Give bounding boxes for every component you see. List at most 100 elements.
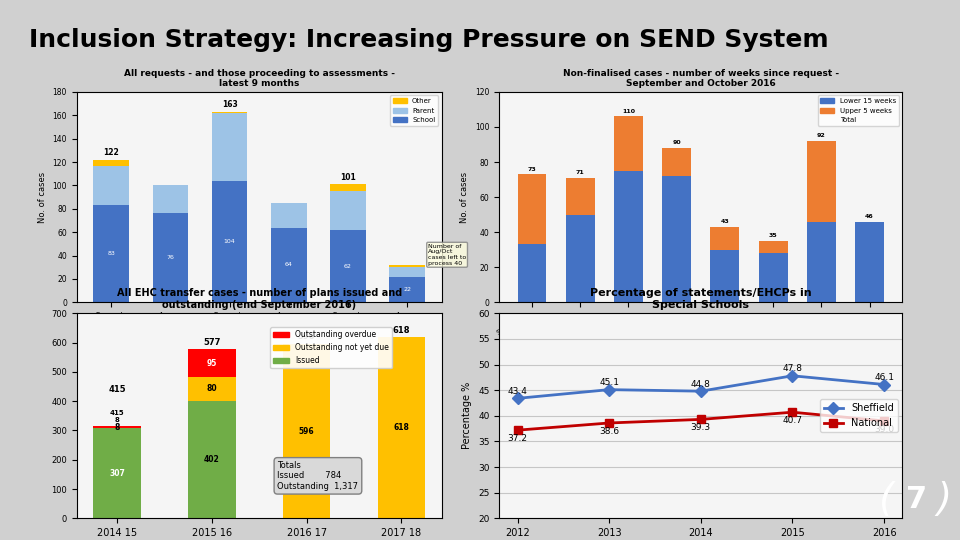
Text: 596: 596 xyxy=(299,427,314,436)
Bar xyxy=(330,191,366,230)
Text: 402: 402 xyxy=(204,455,220,464)
Bar xyxy=(377,338,425,518)
Sheffield xyxy=(512,395,523,402)
Line: National: National xyxy=(514,408,888,434)
Text: 415: 415 xyxy=(108,386,126,394)
Bar xyxy=(93,428,141,518)
Title: All EHC transfer cases - number of plans issued and
outstanding (end September 2: All EHC transfer cases - number of plans… xyxy=(116,288,402,309)
Text: 44.8: 44.8 xyxy=(691,380,710,389)
Text: 39.0: 39.0 xyxy=(874,425,894,434)
Text: Number of
Aug/Oct
cases left to
process 40: Number of Aug/Oct cases left to process … xyxy=(428,244,467,266)
Bar xyxy=(188,377,235,401)
Text: 0-20: 0-20 xyxy=(548,327,564,333)
Text: 90: 90 xyxy=(672,140,681,145)
Bar xyxy=(662,176,691,302)
Text: 163: 163 xyxy=(222,100,237,109)
Bar xyxy=(662,148,691,176)
Bar xyxy=(565,214,594,302)
Bar xyxy=(390,267,425,276)
Text: Totals
Issued        784
Outstanding  1,317: Totals Issued 784 Outstanding 1,317 xyxy=(277,461,358,491)
Bar xyxy=(93,205,129,302)
Bar xyxy=(330,230,366,302)
Sheffield xyxy=(878,381,890,388)
Y-axis label: No. of cases: No. of cases xyxy=(38,172,47,222)
Text: 110: 110 xyxy=(622,109,635,114)
Text: May Jul: May Jul xyxy=(246,328,273,337)
Text: 8: 8 xyxy=(114,423,120,432)
Line: Sheffield: Sheffield xyxy=(514,372,888,402)
Bar xyxy=(188,349,235,377)
Text: 22: 22 xyxy=(403,287,411,292)
Bar xyxy=(93,426,141,428)
National xyxy=(604,420,615,426)
Bar xyxy=(93,160,129,165)
Text: 618: 618 xyxy=(394,423,409,433)
Text: 62: 62 xyxy=(344,264,352,268)
Legend: Other, Parent, School: Other, Parent, School xyxy=(390,95,438,126)
Sheffield xyxy=(604,387,615,393)
Bar xyxy=(212,181,248,302)
Bar xyxy=(390,265,425,267)
Text: 60+: 60+ xyxy=(838,327,852,333)
Title: Non-finalised cases - number of weeks since request -
September and October 2016: Non-finalised cases - number of weeks si… xyxy=(563,69,839,88)
Bar xyxy=(807,221,836,302)
Text: 80: 80 xyxy=(206,384,217,393)
Text: 46.1: 46.1 xyxy=(874,373,894,382)
National xyxy=(512,427,523,434)
Text: 40-60: 40-60 xyxy=(739,327,759,333)
Text: 43.4: 43.4 xyxy=(508,387,527,396)
Title: Percentage of statements/EHCPs in
Special Schools: Percentage of statements/EHCPs in Specia… xyxy=(590,288,811,309)
Text: 37.2: 37.2 xyxy=(508,434,528,443)
Text: Inclusion Strategy: Increasing Pressure on SEND System: Inclusion Strategy: Increasing Pressure … xyxy=(29,29,828,52)
Bar xyxy=(565,178,594,214)
Bar xyxy=(807,141,836,221)
Bar xyxy=(758,241,787,253)
Sheffield xyxy=(786,373,798,379)
Sheffield xyxy=(695,388,707,394)
Text: 101: 101 xyxy=(340,173,356,182)
Text: 577: 577 xyxy=(204,338,221,347)
Text: Feb Apr: Feb Apr xyxy=(126,328,156,337)
Text: 40.7: 40.7 xyxy=(782,416,803,426)
Text: 618: 618 xyxy=(393,326,410,335)
Bar xyxy=(271,203,306,227)
Text: 76: 76 xyxy=(166,255,175,260)
Text: 73: 73 xyxy=(528,167,537,172)
Legend: Outstanding overdue, Outstanding not yet due, Issued: Outstanding overdue, Outstanding not yet… xyxy=(271,327,392,368)
Y-axis label: Percentage %: Percentage % xyxy=(463,382,472,449)
Bar xyxy=(283,343,330,518)
National xyxy=(878,418,890,424)
National xyxy=(786,409,798,415)
Bar xyxy=(188,401,235,518)
Text: 38.6: 38.6 xyxy=(599,427,619,436)
Text: 71: 71 xyxy=(576,170,585,175)
Text: 596: 596 xyxy=(298,332,315,341)
Text: ): ) xyxy=(937,481,952,518)
Text: 307: 307 xyxy=(109,469,125,478)
Text: 35: 35 xyxy=(769,233,778,238)
X-axis label: No. of weeks since request: No. of weeks since request xyxy=(644,342,757,351)
Text: 47.8: 47.8 xyxy=(782,364,803,373)
Text: 83: 83 xyxy=(108,251,115,256)
Text: 43: 43 xyxy=(721,219,730,224)
Bar xyxy=(710,249,739,302)
Text: 39.3: 39.3 xyxy=(691,423,710,433)
National xyxy=(695,416,707,423)
Bar xyxy=(271,227,306,302)
Bar xyxy=(212,112,248,113)
Bar xyxy=(517,174,546,245)
Bar xyxy=(517,245,546,302)
Text: 20-40: 20-40 xyxy=(642,327,662,333)
Legend: Sheffield, National: Sheffield, National xyxy=(820,400,898,432)
Title: All requests - and those proceeding to assessments -
latest 9 months: All requests - and those proceeding to a… xyxy=(124,69,395,88)
Bar xyxy=(390,276,425,302)
Text: 45.1: 45.1 xyxy=(599,378,619,387)
Bar xyxy=(614,171,643,302)
Text: 64: 64 xyxy=(285,262,293,267)
Bar xyxy=(153,213,188,302)
Bar xyxy=(330,184,366,191)
Bar xyxy=(212,113,248,181)
Text: 104: 104 xyxy=(224,239,235,244)
Text: 95: 95 xyxy=(206,359,217,368)
Bar xyxy=(614,116,643,171)
